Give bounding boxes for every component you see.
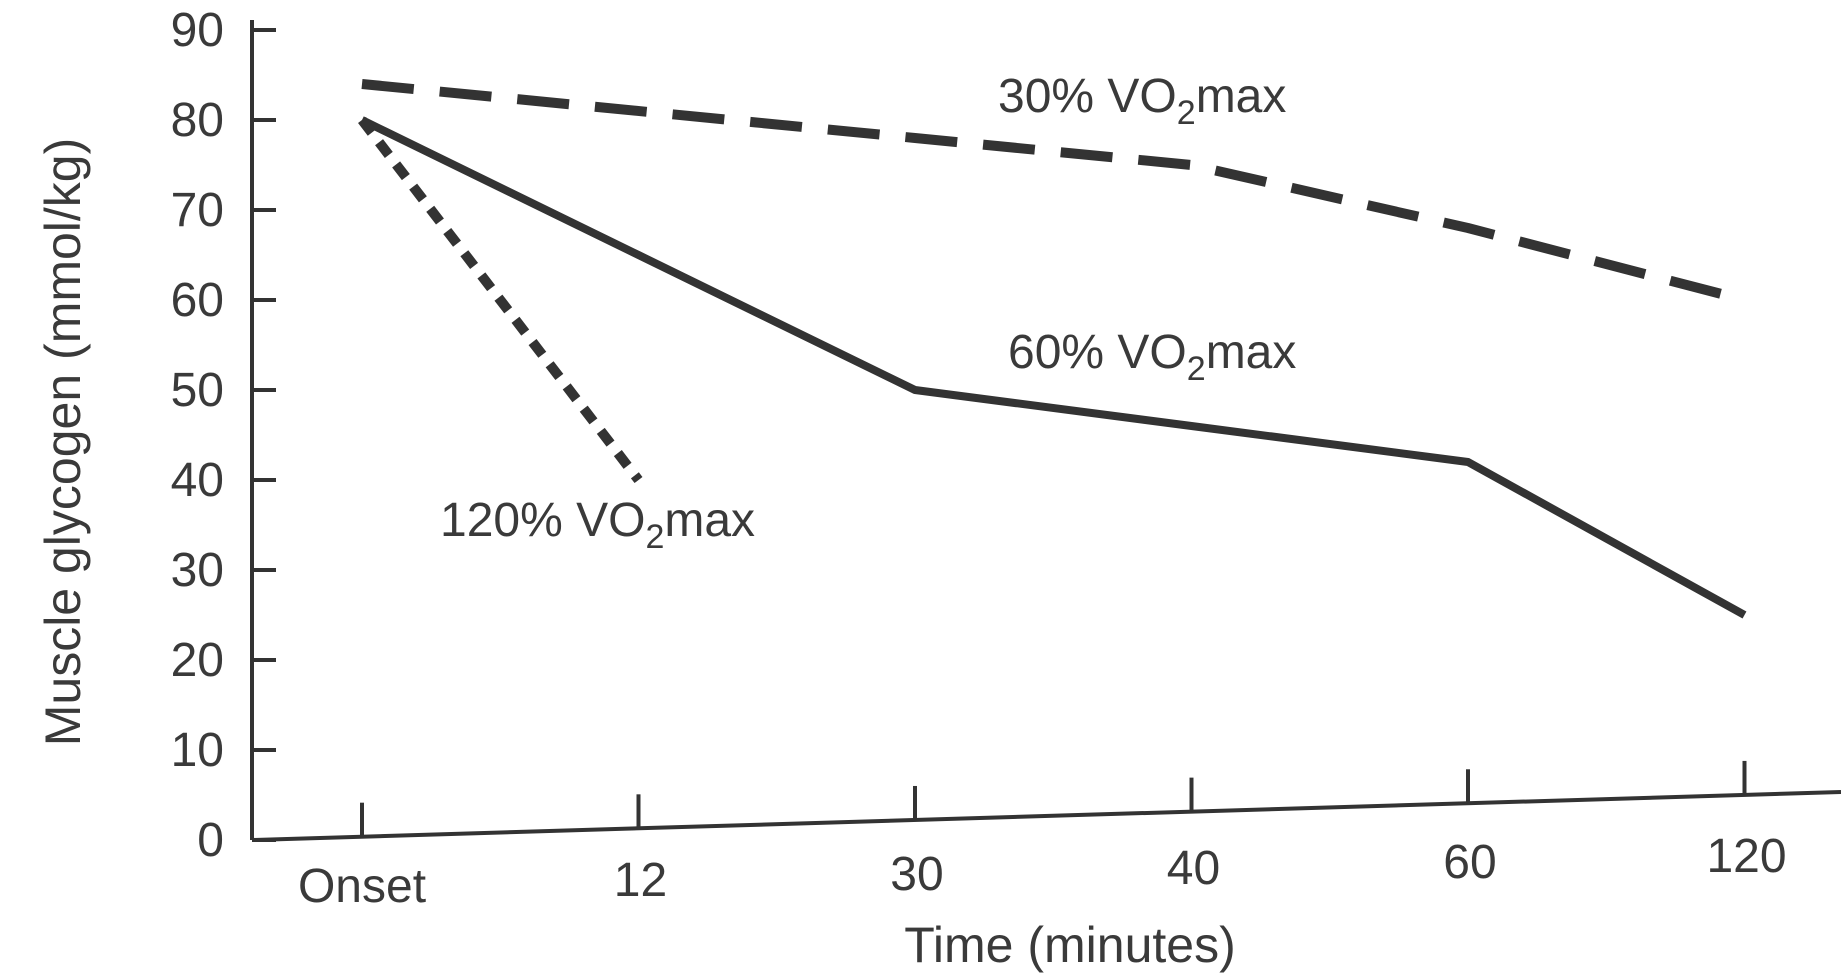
x-axis-label: Time (minutes) [904,917,1236,973]
x-tick-label: 120 [1706,830,1786,883]
series-labels: 30% VO2max 60% VO2max 120% VO2max [440,70,1296,556]
y-tick-label: 30 [171,544,224,597]
series-line-120-vo2max [358,116,643,484]
series-label-120: 120% VO2max [440,494,755,556]
y-tick-label: 10 [171,724,224,777]
y-tick-label: 0 [197,814,224,867]
y-tick-label: 60 [171,274,224,327]
x-tick-label: 30 [890,848,943,901]
x-tick-label: Onset [298,860,426,913]
x-axis-line [251,790,1841,842]
series-line-30-vo2max [361,79,1746,305]
y-tick-label: 90 [171,4,224,57]
y-tick-label: 80 [171,94,224,147]
y-tick-label: 50 [171,364,224,417]
axes [250,20,1841,842]
x-tick-label: 60 [1443,836,1496,889]
series-lines [358,79,1747,619]
y-ticks: 0 10 20 30 40 50 60 70 80 90 [171,4,276,867]
y-tick-label: 70 [171,184,224,237]
series-label-60: 60% VO2max [1008,326,1296,388]
x-tick-label: 12 [614,854,667,907]
x-tick-label: 40 [1167,842,1220,895]
y-tick-label: 20 [171,634,224,687]
x-ticks: Onset 12 30 40 60 120 [298,760,1787,913]
y-tick-label: 40 [171,454,224,507]
series-line-60-vo2max [360,116,1747,619]
series-label-30: 30% VO2max [998,70,1286,132]
y-axis-label: Muscle glycogen (mmol/kg) [35,138,91,747]
